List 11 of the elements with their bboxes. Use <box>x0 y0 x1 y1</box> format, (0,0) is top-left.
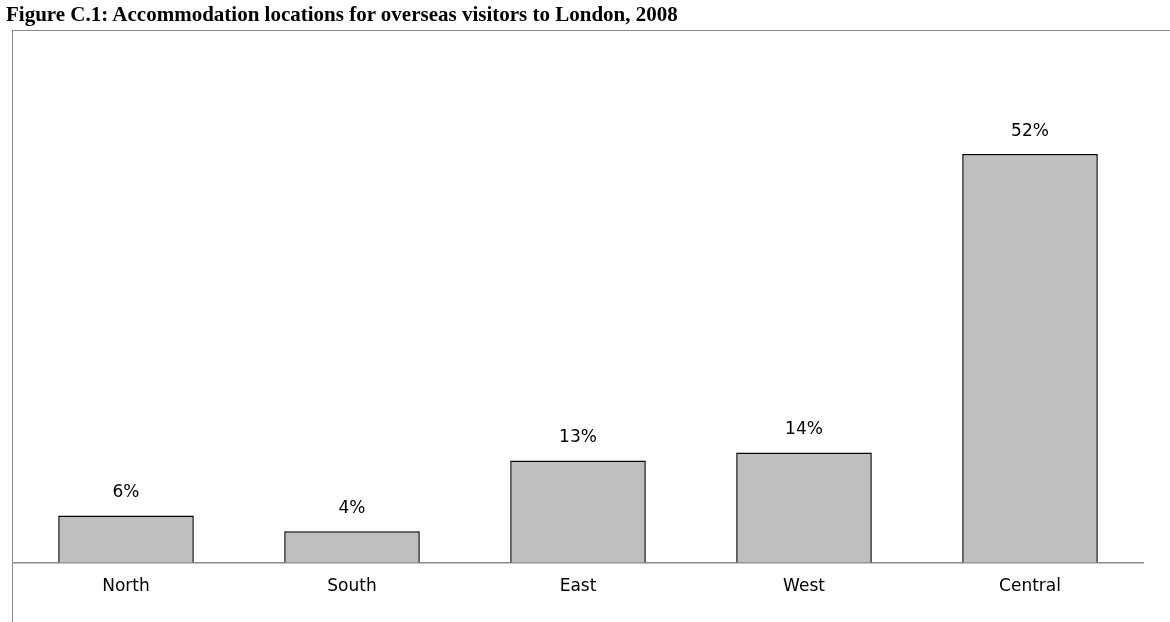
x-tick-label: Central <box>999 575 1061 596</box>
x-tick-label: East <box>559 575 597 596</box>
x-tick-label: South <box>327 575 377 596</box>
x-tick-label: North <box>102 575 150 596</box>
chart-title: Figure C.1: Accommodation locations for overseas visitors to London, 2008 <box>6 2 679 28</box>
data-label: 13% <box>559 426 597 447</box>
data-label: 4% <box>338 497 366 518</box>
x-tick-label: West <box>783 575 826 596</box>
data-label: 52% <box>1011 119 1049 140</box>
data-label: 14% <box>785 418 823 439</box>
data-label: 6% <box>112 481 140 502</box>
